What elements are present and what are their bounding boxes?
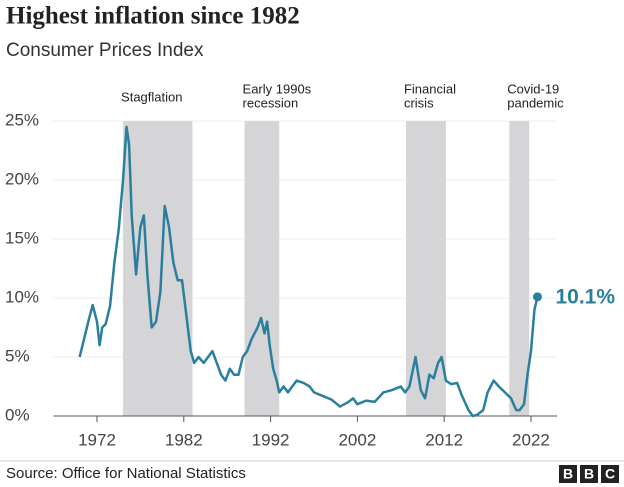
end-point bbox=[532, 292, 542, 302]
period-label: Covid-19 bbox=[507, 81, 559, 96]
y-tick-label: 20% bbox=[5, 169, 39, 188]
y-tick-label: 5% bbox=[5, 346, 30, 365]
x-tick-label: 2002 bbox=[338, 430, 376, 449]
logo-letter: C bbox=[605, 466, 615, 482]
x-tick-label: 2012 bbox=[425, 430, 463, 449]
value-label: 10.1% bbox=[555, 285, 615, 308]
y-tick-label: 25% bbox=[5, 110, 39, 129]
x-tick-label: 1972 bbox=[78, 430, 116, 449]
logo-box bbox=[601, 465, 619, 483]
period-label: Early 1990s bbox=[243, 81, 312, 96]
logo-box bbox=[559, 465, 577, 483]
y-tick-label: 15% bbox=[5, 228, 39, 247]
chart-subtitle: Consumer Prices Index bbox=[6, 40, 204, 61]
y-tick-label: 0% bbox=[5, 405, 30, 424]
x-tick-label: 1982 bbox=[165, 430, 203, 449]
period-label: Financial bbox=[404, 81, 456, 96]
chart-title: Highest inflation since 1982 bbox=[6, 3, 300, 30]
source: Source: Office for National Statistics bbox=[6, 465, 246, 482]
period-band bbox=[509, 121, 530, 416]
line bbox=[78, 125, 539, 418]
logo-letter: B bbox=[584, 466, 594, 482]
x-tick-label: 1992 bbox=[252, 430, 290, 449]
period-label: Stagflation bbox=[121, 89, 182, 104]
period-label: pandemic bbox=[507, 95, 564, 110]
logo-letter: B bbox=[563, 466, 573, 482]
period-band bbox=[123, 121, 193, 416]
period-label: crisis bbox=[404, 95, 434, 110]
logo-box bbox=[580, 465, 598, 483]
period-label: recession bbox=[243, 95, 299, 110]
x-tick-label: 2022 bbox=[512, 430, 550, 449]
y-tick-label: 10% bbox=[5, 287, 39, 306]
